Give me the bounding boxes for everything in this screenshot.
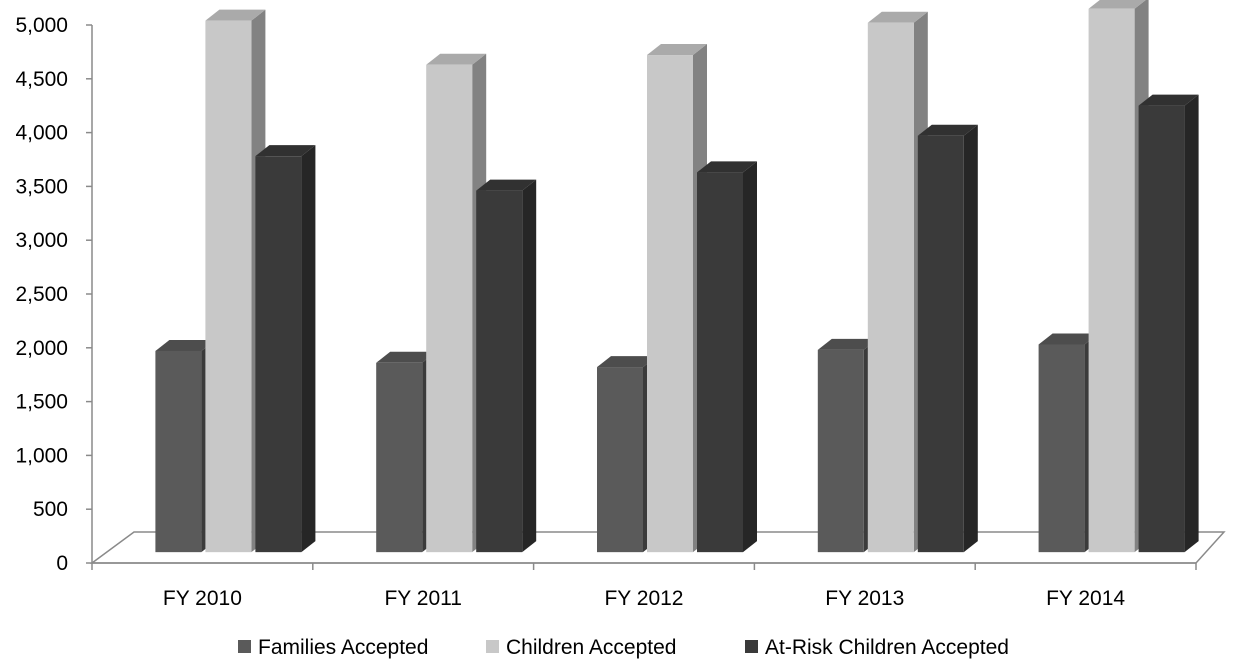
y-tick-label: 5,000: [15, 14, 68, 37]
y-axis-ticks: 0 500 1,000 1,500 2,000 2,500 3,000 3,500 4,000 4…: [15, 14, 92, 575]
y-tick-label: 3,500: [15, 175, 68, 198]
bar-front: [647, 55, 693, 553]
bar-side: [743, 161, 757, 553]
chart-bars: [155, 0, 1199, 553]
bar-top: [376, 351, 437, 363]
chart-legend: Families Accepted Children Accepted At-Ris…: [238, 636, 1009, 659]
bar-top: [917, 124, 978, 136]
bar-front: [476, 190, 523, 553]
legend-item: At-Risk Children Accepted: [745, 636, 1009, 659]
y-tick-label: 4,500: [15, 68, 68, 91]
y-tick-label: 500: [33, 498, 68, 521]
x-tick-label: FY 2014: [1046, 587, 1125, 610]
y-tick-label: 2,000: [15, 337, 68, 360]
bar-front: [1088, 8, 1135, 553]
bar-side: [1184, 94, 1199, 553]
x-tick-label: FY 2011: [384, 587, 461, 610]
bar-top: [1088, 0, 1146, 9]
bar-front: [697, 172, 743, 553]
bar-top: [426, 53, 487, 65]
bar-front: [917, 135, 964, 553]
bar-top: [867, 11, 928, 23]
bar-top: [1038, 333, 1099, 345]
y-tick-label: 1,500: [15, 391, 68, 414]
bar-front: [255, 156, 302, 553]
bar-front: [1038, 344, 1085, 553]
bar: [376, 351, 437, 553]
bar-top: [205, 9, 266, 21]
bar-side: [963, 124, 978, 553]
bar-top: [255, 145, 316, 157]
bar-front: [205, 20, 252, 553]
bar-front: [155, 350, 202, 553]
legend-swatch: [238, 640, 251, 653]
bar-front: [426, 64, 473, 553]
x-axis-ticks: FY 2010 FY 2011 FY 2012 FY 2013 FY 2014: [91, 563, 1197, 610]
legend-label: Children Accepted: [506, 636, 676, 659]
bar: [1138, 94, 1199, 553]
bar-front: [597, 367, 643, 553]
bar-front: [867, 22, 914, 553]
bar: [697, 161, 757, 553]
bar-front: [376, 362, 423, 553]
y-tick-label: 3,000: [15, 229, 68, 252]
x-tick-label: FY 2010: [163, 587, 242, 610]
bar-front: [1138, 105, 1185, 553]
y-tick-label: 4,000: [15, 122, 68, 145]
bar-top: [155, 339, 216, 351]
bar: [917, 124, 978, 553]
bar-top: [597, 356, 657, 368]
bar-top: [697, 161, 757, 173]
bar-front: [817, 349, 864, 553]
bar: [476, 179, 537, 553]
bar: [255, 145, 316, 553]
x-tick-label: FY 2013: [825, 587, 904, 610]
legend-item: Children Accepted: [486, 636, 676, 659]
legend-label: At-Risk Children Accepted: [765, 636, 1009, 659]
legend-swatch: [745, 640, 758, 653]
x-tick-label: FY 2012: [604, 587, 683, 610]
bar-top: [476, 179, 537, 191]
y-tick-label: 2,500: [15, 283, 68, 306]
bar-side: [301, 145, 316, 553]
bar-top: [647, 44, 707, 56]
y-tick-label: 1,000: [15, 444, 68, 467]
y-tick-label: 0: [56, 552, 68, 575]
legend-swatch: [486, 640, 499, 653]
bar-top: [817, 338, 878, 350]
bar-top: [1138, 94, 1199, 106]
bar-side: [522, 179, 537, 553]
legend-item: Families Accepted: [238, 636, 428, 659]
legend-label: Families Accepted: [258, 636, 428, 659]
